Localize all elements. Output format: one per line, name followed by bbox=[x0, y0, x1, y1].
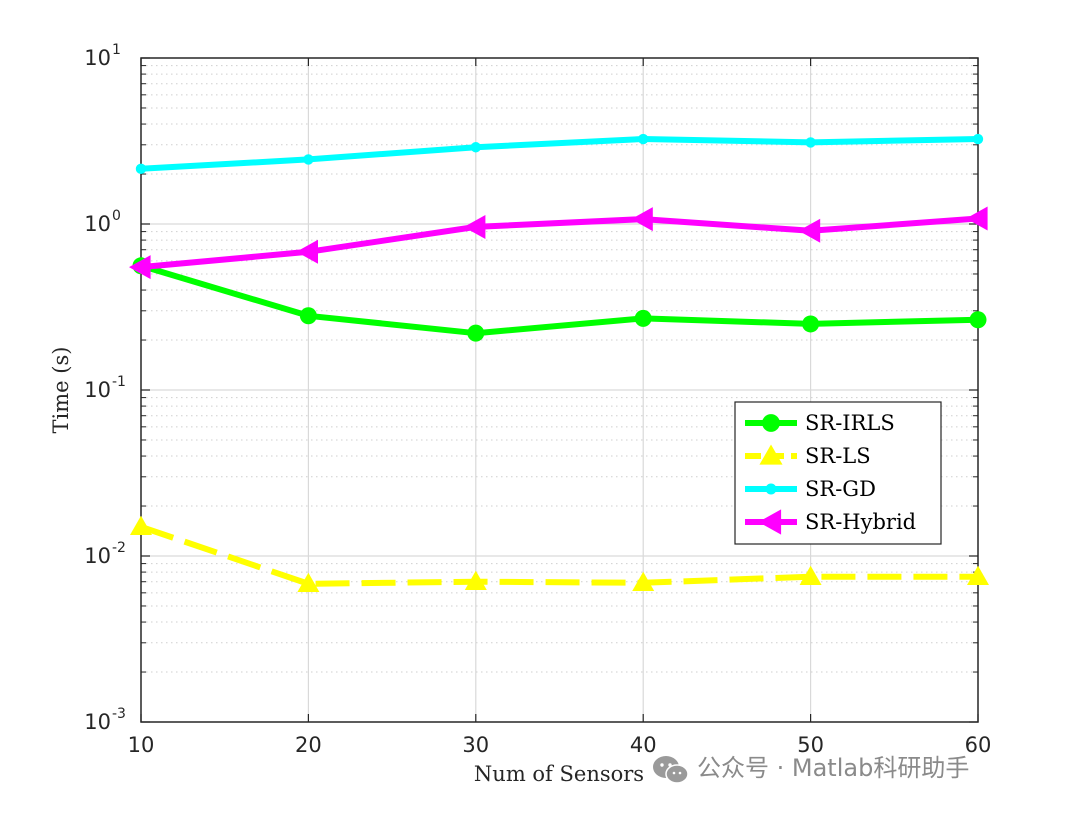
series-marker-triangle bbox=[967, 565, 989, 585]
y-tick-exponent: 1 bbox=[112, 42, 121, 58]
series-marker-triangle bbox=[799, 565, 822, 585]
series-line bbox=[140, 136, 979, 172]
series-marker-circle bbox=[762, 414, 780, 432]
series-line bbox=[140, 523, 978, 587]
legend: SR-IRLS SR-LS SR-GD SR-Hybrid bbox=[734, 401, 942, 545]
series-marker-triangle-left bbox=[129, 255, 151, 280]
series-marker-triangle-left bbox=[758, 509, 782, 535]
series-marker-triangle-left bbox=[966, 206, 988, 231]
x-tick-label: 40 bbox=[630, 733, 657, 757]
series-marker-triangle-left bbox=[296, 239, 318, 264]
series-marker-dot bbox=[972, 133, 984, 145]
y-tick-label: 10 bbox=[84, 544, 111, 568]
series-marker-triangle bbox=[464, 570, 487, 590]
y-tick-exponent: -2 bbox=[112, 540, 126, 556]
watermark-text: 公众号 · Matlab科研助手 bbox=[697, 754, 969, 782]
legend-label: SR-IRLS bbox=[805, 411, 895, 435]
series-marker-circle bbox=[467, 324, 485, 342]
series-marker-dot bbox=[765, 483, 777, 495]
series-line bbox=[140, 262, 979, 337]
series-marker-dot bbox=[470, 142, 481, 153]
series-marker-dot bbox=[805, 137, 816, 148]
x-axis-title: Num of Sensors bbox=[474, 762, 644, 786]
series-layer bbox=[129, 133, 989, 593]
x-tick-label: 20 bbox=[295, 733, 322, 757]
grid-layer bbox=[141, 58, 978, 722]
y-tick-exponent: -1 bbox=[112, 374, 126, 390]
x-tick-label: 60 bbox=[965, 733, 992, 757]
series-marker-triangle bbox=[297, 572, 320, 593]
y-tick-label: 10 bbox=[84, 46, 111, 70]
legend-label: SR-GD bbox=[805, 477, 876, 501]
series-marker-triangle bbox=[130, 515, 152, 536]
series-marker-dot bbox=[135, 163, 147, 175]
series-marker-circle bbox=[969, 311, 987, 329]
series-marker-triangle bbox=[632, 571, 655, 592]
x-tick-label: 30 bbox=[462, 733, 489, 757]
legend-items: SR-IRLS SR-LS SR-GD SR-Hybrid bbox=[745, 411, 916, 535]
series-marker-dot bbox=[303, 154, 314, 165]
watermark: 公众号 · Matlab科研助手 bbox=[653, 754, 969, 784]
y-tick-label: 10 bbox=[84, 710, 111, 734]
y-tick-exponent: -3 bbox=[112, 706, 126, 722]
y-axis-title: Time (s) bbox=[49, 347, 73, 434]
x-tick-label: 50 bbox=[797, 733, 824, 757]
series-marker-circle bbox=[802, 315, 820, 333]
x-tick-label: 10 bbox=[128, 733, 155, 757]
y-tick-exponent: 0 bbox=[112, 208, 121, 224]
y-tick-label: 10 bbox=[84, 378, 111, 402]
series-line bbox=[140, 215, 979, 271]
series-marker-circle bbox=[634, 309, 652, 327]
series-marker-triangle-left bbox=[631, 207, 653, 232]
series-marker-triangle-left bbox=[463, 214, 486, 239]
legend-label: SR-LS bbox=[805, 444, 871, 468]
y-tick-label: 10 bbox=[84, 212, 111, 236]
legend-label: SR-Hybrid bbox=[805, 510, 916, 534]
series-marker-circle bbox=[299, 307, 317, 325]
wechat-icon bbox=[653, 756, 689, 784]
series-marker-dot bbox=[638, 133, 649, 145]
series-marker-triangle-left bbox=[798, 218, 821, 243]
series-marker-triangle bbox=[759, 444, 783, 465]
